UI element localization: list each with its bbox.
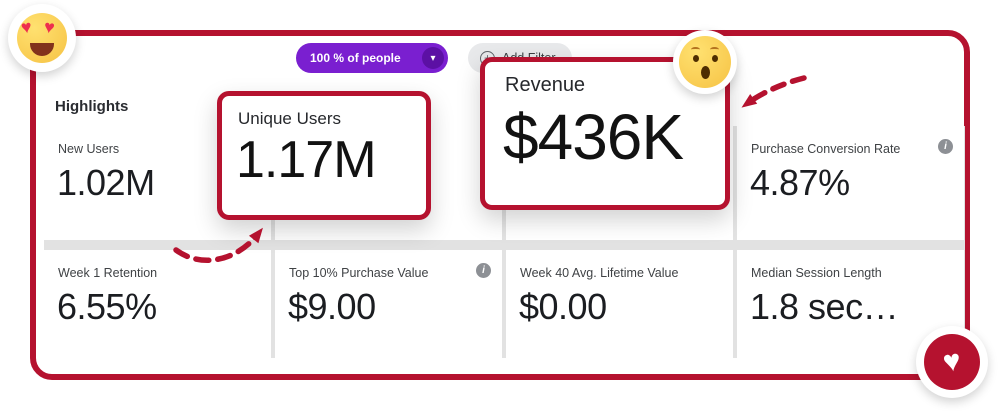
emoji-face: ♥ ♥ (17, 13, 67, 63)
metric-label: Unique Users (238, 109, 341, 128)
emoji-eyebrow (691, 47, 700, 52)
metric-label: Purchase Conversion Rate (751, 142, 901, 156)
metric-value: 1.17M (236, 131, 377, 189)
metric-value: $9.00 (288, 286, 376, 327)
info-icon[interactable]: i (476, 263, 491, 278)
metric-value: 1.8 sec… (750, 286, 899, 327)
metric-card-purchase-conversion-rate: Purchase Conversion Rate 4.87% i (737, 126, 964, 240)
heart-eye-icon: ♥ (42, 16, 57, 38)
segment-pill-label: 100 % of people (310, 51, 401, 65)
heart-eye-icon: ♥ (19, 16, 33, 38)
highlight-card-unique-users: Unique Users 1.17M (217, 91, 431, 220)
astonished-emoji (673, 30, 737, 94)
metric-label: Week 40 Avg. Lifetime Value (520, 266, 679, 280)
emoji-face (679, 36, 731, 88)
metric-label: Top 10% Purchase Value (289, 266, 429, 280)
metric-label: Week 1 Retention (58, 266, 158, 280)
emoji-mouth (30, 43, 54, 56)
metric-label: New Users (58, 142, 120, 156)
metric-card-week40-lifetime-value: Week 40 Avg. Lifetime Value $0.00 (506, 250, 733, 358)
metric-label: Revenue (505, 74, 586, 96)
chevron-down-icon[interactable]: ▾ (422, 47, 444, 69)
emoji-eyebrow (710, 47, 719, 52)
metric-card-top10-purchase-value: Top 10% Purchase Value $9.00 i (275, 250, 502, 358)
section-title-highlights: Highlights (55, 98, 129, 115)
segment-selector-pill[interactable]: 100 % of people ▾ (296, 43, 448, 73)
metric-value: 6.55% (57, 286, 157, 327)
metric-label: Median Session Length (751, 266, 882, 280)
info-icon[interactable]: i (938, 139, 953, 154)
emoji-eye (712, 55, 718, 62)
heart-eyes-emoji: ♥ ♥ (8, 4, 76, 72)
metric-value: $0.00 (519, 286, 607, 327)
metric-value: $436K (503, 101, 684, 173)
metric-value: 1.02M (57, 162, 155, 203)
heart-icon: ♥ (924, 334, 980, 390)
heart-badge: ♥ (916, 326, 988, 398)
metric-value: 4.87% (750, 162, 850, 203)
metric-card-week1-retention: Week 1 Retention 6.55% (44, 250, 271, 358)
emoji-eye (693, 55, 699, 62)
emoji-mouth (701, 66, 710, 79)
